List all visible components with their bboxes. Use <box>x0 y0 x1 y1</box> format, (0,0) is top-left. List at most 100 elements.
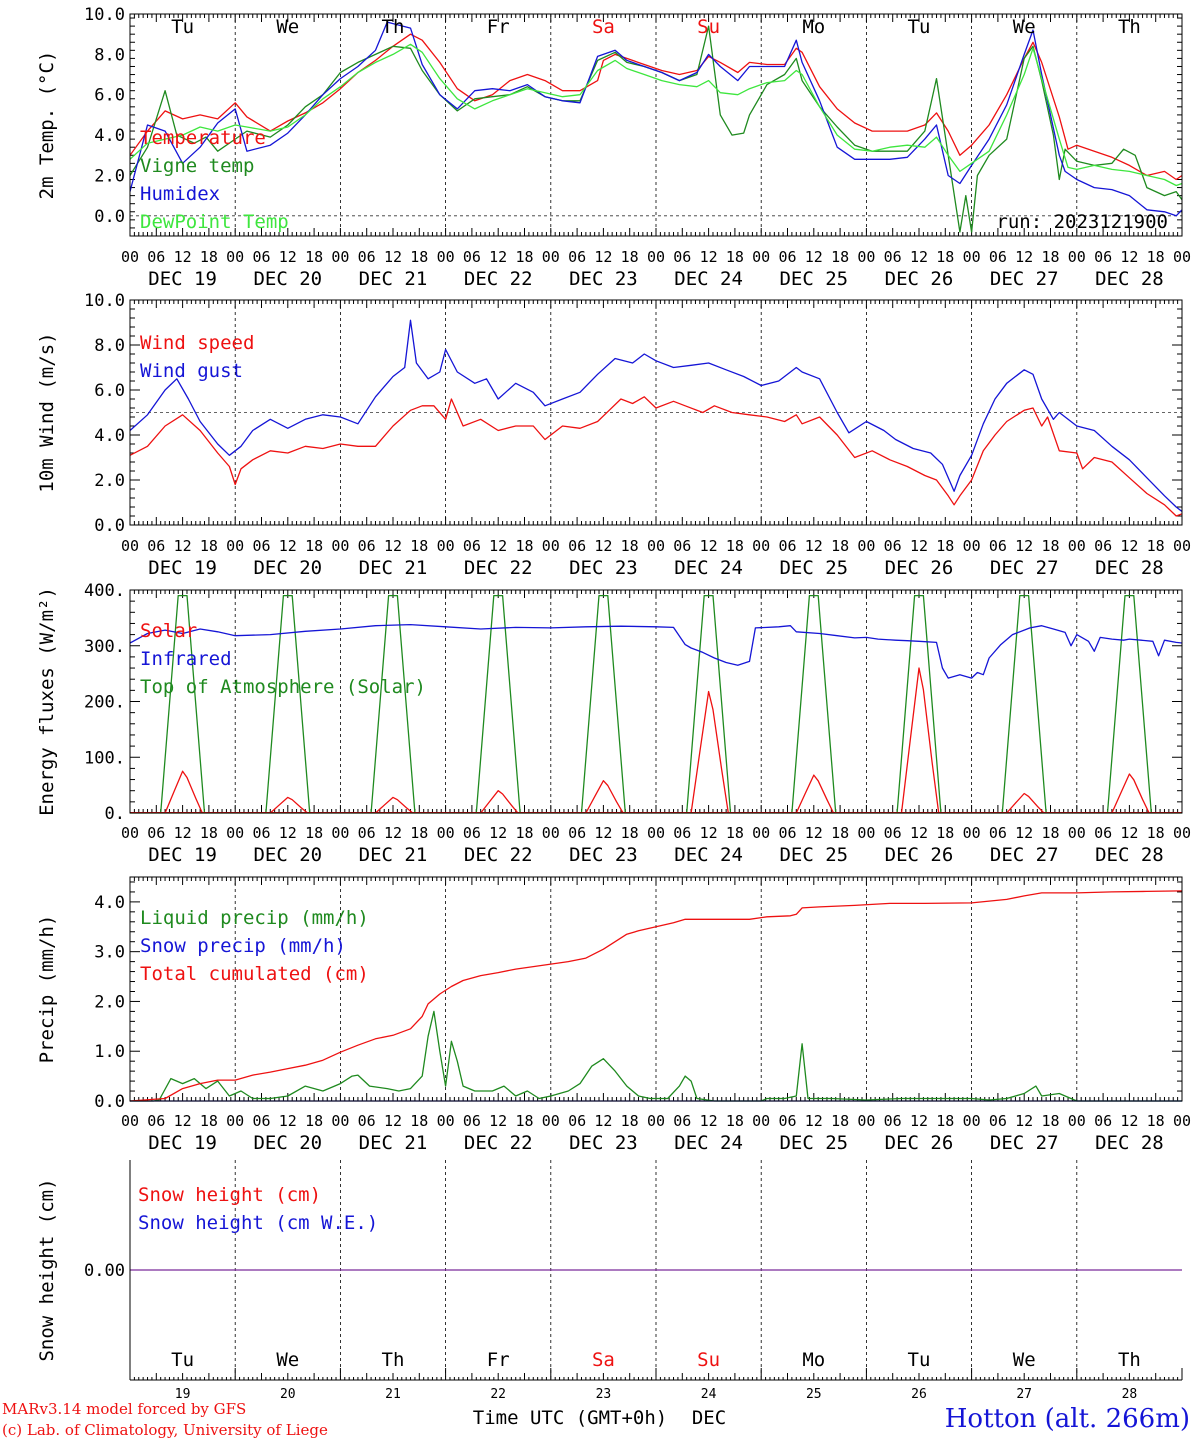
day-number: 24 <box>701 1387 717 1402</box>
plot-frame <box>129 589 1183 814</box>
hour-tick-label: 06 <box>568 1112 586 1130</box>
day-name: Su <box>697 16 720 38</box>
y-tick-label: 0.0 <box>94 1092 125 1112</box>
hour-tick-label: 06 <box>989 248 1007 266</box>
hour-tick-label: 18 <box>1041 824 1059 842</box>
hour-tick-label: 06 <box>1094 1112 1112 1130</box>
date-label: DEC 28 <box>1095 844 1164 866</box>
date-label: DEC 22 <box>464 268 533 290</box>
hour-tick-label: 18 <box>1147 1112 1165 1130</box>
hour-tick-label: 12 <box>279 824 297 842</box>
hour-tick-label: 12 <box>1015 1112 1033 1130</box>
hour-tick-label: 18 <box>621 824 639 842</box>
hour-tick-label: 12 <box>594 537 612 555</box>
hour-tick-label: 00 <box>542 537 560 555</box>
x-axis-month: DEC <box>692 1407 726 1429</box>
hour-tick-label: 00 <box>1068 537 1086 555</box>
date-label: DEC 24 <box>674 268 743 290</box>
date-label: DEC 19 <box>148 844 217 866</box>
hour-tick-label: 00 <box>752 1112 770 1130</box>
hour-tick-label: 12 <box>1015 824 1033 842</box>
date-label: DEC 24 <box>674 1132 743 1154</box>
y-tick-label: 400. <box>84 581 125 601</box>
hour-tick-label: 06 <box>568 248 586 266</box>
series-toa-solar-day <box>1001 594 1047 814</box>
hour-tick-label: 18 <box>515 248 533 266</box>
hour-tick-label: 18 <box>515 1112 533 1130</box>
day-name: Tu <box>908 1349 931 1371</box>
hour-tick-label: 06 <box>463 1112 481 1130</box>
copyright-credit: (c) Lab. of Climatology, University of L… <box>2 1421 328 1439</box>
day-name: Th <box>1118 16 1141 38</box>
hour-tick-label: 00 <box>121 824 139 842</box>
series-humidex <box>130 21 1182 217</box>
y-tick-label: 3.0 <box>94 943 125 963</box>
model-credit: MARv3.14 model forced by GFS <box>2 1400 246 1418</box>
series-solar-day <box>795 774 835 814</box>
day-name: Sa <box>592 1349 615 1371</box>
x-axis-title: Time UTC (GMT+0h) <box>473 1407 667 1429</box>
hour-tick-label: 00 <box>437 248 455 266</box>
date-label: DEC 19 <box>148 557 217 579</box>
date-label: DEC 20 <box>253 268 322 290</box>
y-axis-label: 2m Temp. (°C) <box>36 51 58 200</box>
date-label: DEC 27 <box>990 268 1059 290</box>
hour-tick-label: 00 <box>963 537 981 555</box>
hour-tick-label: 12 <box>489 1112 507 1130</box>
day-number: 28 <box>1122 1387 1138 1402</box>
hour-tick-label: 00 <box>1173 824 1191 842</box>
date-label: DEC 19 <box>148 1132 217 1154</box>
hour-tick-label: 18 <box>726 1112 744 1130</box>
hour-tick-label: 12 <box>384 537 402 555</box>
hour-tick-label: 18 <box>515 537 533 555</box>
hour-tick-label: 06 <box>252 1112 270 1130</box>
hour-tick-label: 12 <box>700 537 718 555</box>
y-tick-label: 6.0 <box>94 86 125 106</box>
hour-tick-label: 00 <box>226 537 244 555</box>
day-name: We <box>1013 16 1036 38</box>
hour-tick-label: 12 <box>700 824 718 842</box>
hour-tick-label: 06 <box>778 1112 796 1130</box>
date-label: DEC 26 <box>885 844 954 866</box>
hour-tick-label: 18 <box>410 537 428 555</box>
series-toa-solar-day <box>370 594 416 814</box>
hour-tick-label: 12 <box>594 1112 612 1130</box>
hour-tick-label: 06 <box>358 248 376 266</box>
hour-tick-label: 06 <box>778 537 796 555</box>
hour-tick-label: 06 <box>147 824 165 842</box>
hour-tick-label: 00 <box>542 248 560 266</box>
hour-tick-label: 12 <box>489 248 507 266</box>
hour-tick-label: 18 <box>1041 248 1059 266</box>
y-tick-label: 2.0 <box>94 166 125 186</box>
series-solar-day <box>375 796 414 814</box>
hour-tick-label: 18 <box>410 1112 428 1130</box>
day-number: 25 <box>806 1387 822 1402</box>
series-toa-solar-day <box>475 594 521 814</box>
y-tick-label: 200. <box>84 693 125 713</box>
date-label: DEC 21 <box>359 844 428 866</box>
hour-tick-label: 12 <box>1015 248 1033 266</box>
y-axis-label: 10m Wind (m/s) <box>36 332 58 492</box>
hour-tick-label: 06 <box>884 537 902 555</box>
y-axis-label: Precip (mm/h) <box>36 915 58 1064</box>
legend-entry: Top of Atmosphere (Solar) <box>140 676 426 698</box>
date-label: DEC 25 <box>779 1132 848 1154</box>
day-number: 22 <box>490 1387 506 1402</box>
legend-entry: Infrared <box>140 648 232 670</box>
hour-tick-label: 12 <box>174 1112 192 1130</box>
hour-tick-label: 12 <box>279 537 297 555</box>
hour-tick-label: 06 <box>568 537 586 555</box>
day-name: Su <box>697 1349 720 1371</box>
hour-tick-label: 18 <box>831 1112 849 1130</box>
hour-tick-label: 00 <box>1068 1112 1086 1130</box>
hour-tick-label: 06 <box>252 824 270 842</box>
hour-tick-label: 18 <box>726 824 744 842</box>
hour-tick-label: 18 <box>1147 248 1165 266</box>
date-label: DEC 22 <box>464 844 533 866</box>
date-label: DEC 28 <box>1095 268 1164 290</box>
hour-tick-label: 00 <box>857 248 875 266</box>
date-label: DEC 24 <box>674 557 743 579</box>
hour-tick-label: 18 <box>936 537 954 555</box>
legend-entry: Snow height (cm W.E.) <box>138 1212 378 1234</box>
hour-tick-label: 00 <box>121 1112 139 1130</box>
